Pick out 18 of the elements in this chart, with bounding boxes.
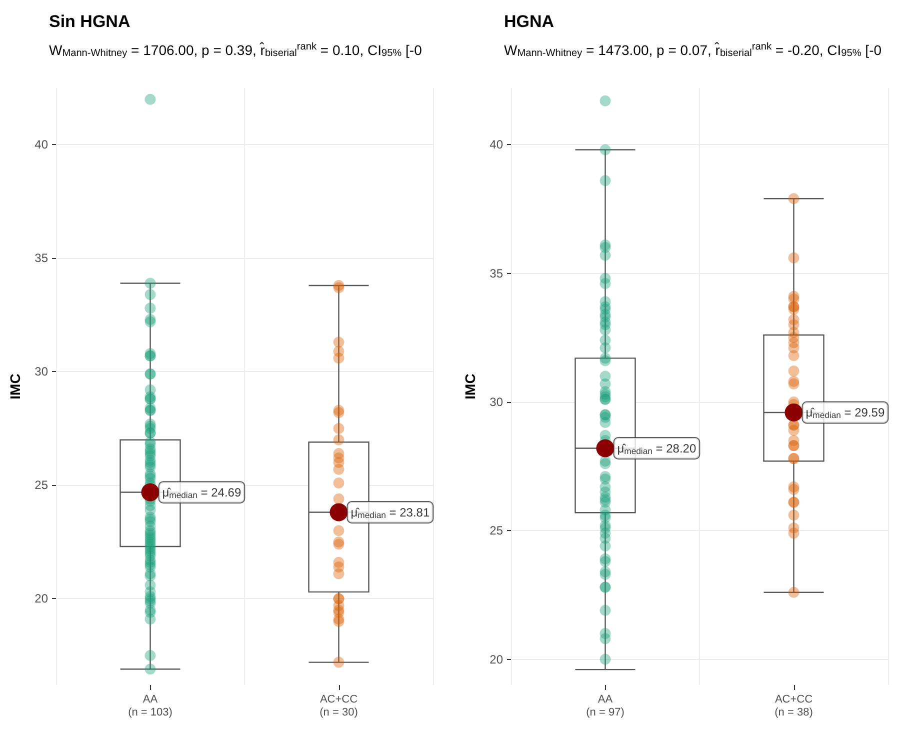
- x-tick-label: AC+CC (n = 30): [320, 694, 358, 718]
- chart-title: HGNA: [504, 12, 554, 31]
- y-tick-label: 30: [490, 394, 504, 409]
- y-tick-label: 35: [34, 251, 48, 266]
- y-tick-label: 40: [34, 138, 48, 152]
- y-tick-label: 20: [490, 652, 504, 666]
- y-tick-label: 30: [34, 364, 48, 379]
- y-axis-title: IMC: [462, 374, 478, 400]
- x-tick-label: AA (n = 97): [586, 694, 624, 718]
- y-tick-label: 25: [490, 524, 504, 538]
- y-axis-title: IMC: [7, 374, 23, 400]
- x-tick-label: AA (n = 103): [128, 694, 172, 718]
- chart-title: Sin HGNA: [49, 12, 130, 31]
- y-tick-label: 25: [34, 478, 48, 492]
- y-tick-label: 20: [34, 592, 48, 606]
- x-tick-label: AC+CC (n = 38): [774, 694, 813, 718]
- y-tick-label: 40: [490, 138, 504, 152]
- y-tick-label: 35: [490, 266, 504, 280]
